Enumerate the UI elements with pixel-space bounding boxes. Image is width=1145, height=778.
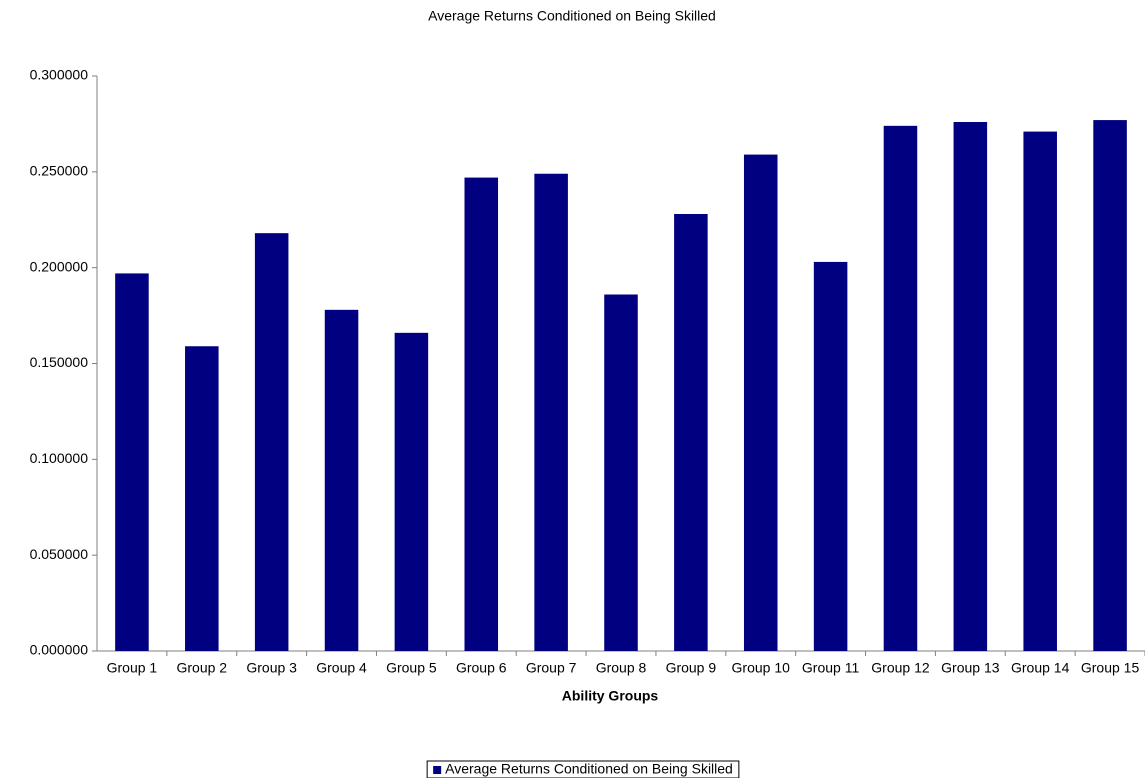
legend: Average Returns Conditioned on Being Ski… bbox=[426, 760, 740, 778]
x-tick-label: Group 9 bbox=[666, 660, 717, 676]
x-axis-label: Ability Groups bbox=[562, 688, 659, 704]
bar bbox=[743, 154, 778, 652]
x-tick-label: Group 1 bbox=[107, 660, 158, 676]
y-tick-label: 0.250000 bbox=[30, 163, 89, 179]
bar bbox=[953, 122, 988, 651]
y-tick-label: 0.000000 bbox=[30, 642, 89, 658]
x-tick-label: Group 15 bbox=[1081, 660, 1140, 676]
x-tick-label: Group 13 bbox=[941, 660, 1000, 676]
x-tick-label: Group 10 bbox=[732, 660, 791, 676]
y-tick-label: 0.200000 bbox=[30, 258, 89, 274]
bar bbox=[115, 273, 149, 651]
bar bbox=[1093, 120, 1127, 652]
x-tick-label: Group 12 bbox=[871, 660, 930, 676]
bar bbox=[324, 309, 359, 651]
x-tick-label: Group 5 bbox=[386, 660, 437, 676]
x-tick-label: Group 7 bbox=[526, 660, 577, 676]
bar bbox=[674, 214, 708, 651]
chart-title: Average Returns Conditioned on Being Ski… bbox=[428, 8, 716, 24]
y-tick-label: 0.150000 bbox=[30, 354, 89, 370]
legend-label: Average Returns Conditioned on Being Ski… bbox=[445, 761, 733, 777]
bar bbox=[883, 125, 918, 652]
x-tick-label: Group 6 bbox=[456, 660, 507, 676]
legend-box bbox=[426, 760, 740, 778]
x-tick-label: Group 2 bbox=[177, 660, 228, 676]
y-tick-label: 0.300000 bbox=[30, 67, 89, 83]
legend-swatch bbox=[433, 766, 442, 774]
bar bbox=[254, 233, 289, 651]
x-tick-label: Group 3 bbox=[246, 660, 297, 676]
x-tick-label: Group 8 bbox=[596, 660, 647, 676]
x-tick-label: Group 14 bbox=[1011, 660, 1070, 676]
bar bbox=[534, 173, 568, 651]
bar bbox=[813, 261, 848, 651]
y-tick-label: 0.100000 bbox=[30, 450, 89, 466]
bar bbox=[185, 346, 219, 651]
y-tick-label: 0.050000 bbox=[30, 546, 89, 562]
bar bbox=[604, 294, 638, 651]
bar bbox=[1023, 131, 1057, 652]
x-tick-label: Group 11 bbox=[802, 660, 860, 676]
bar bbox=[394, 332, 429, 651]
bar bbox=[464, 177, 499, 652]
x-tick-label: Group 4 bbox=[316, 660, 367, 676]
